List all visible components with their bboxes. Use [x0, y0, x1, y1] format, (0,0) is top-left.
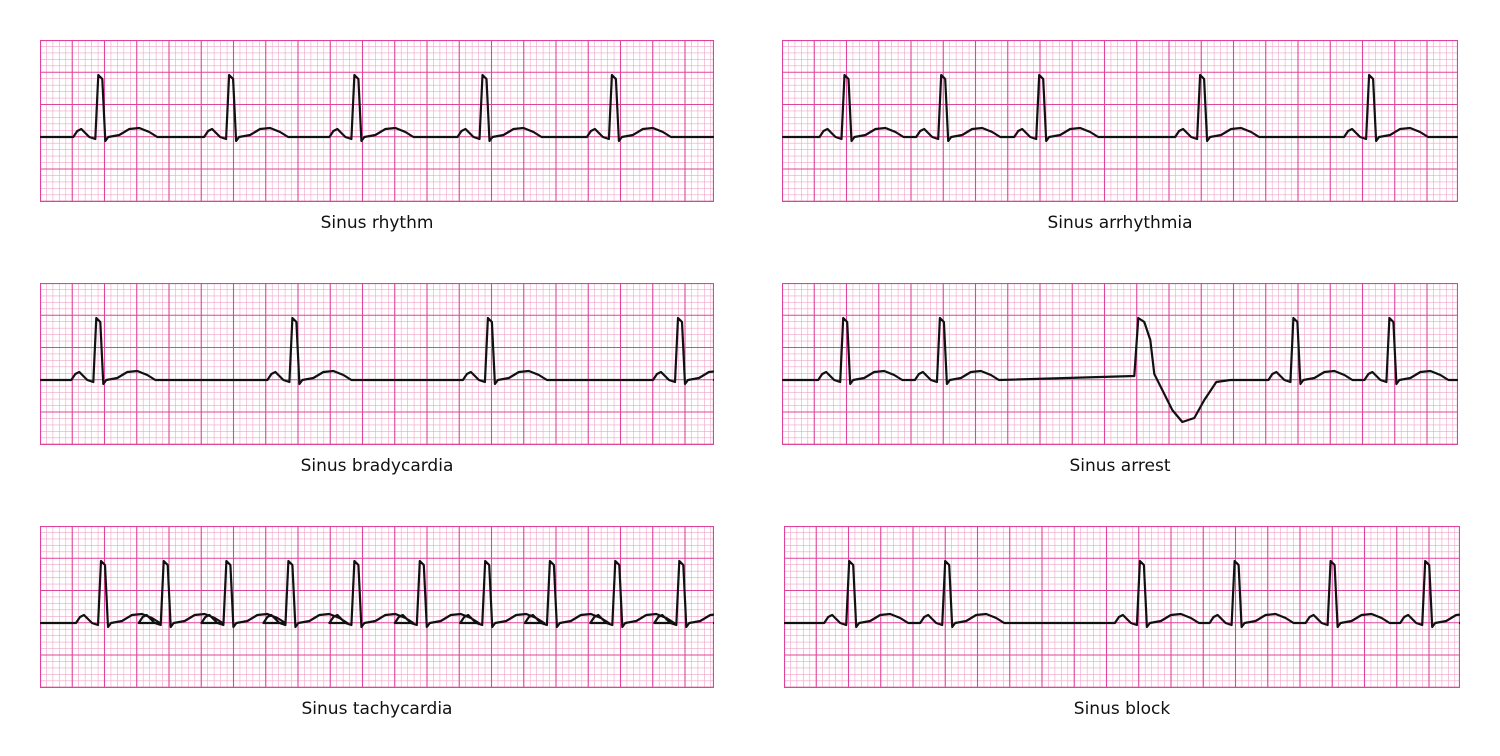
ecg-strip-sinus-arrest: Sinus arrest — [782, 283, 1458, 476]
strip-label: Sinus bradycardia — [300, 456, 454, 476]
ecg-strip-sinus-arrhythmia: Sinus arrhythmia — [782, 40, 1458, 233]
ecg-trace — [782, 73, 1458, 143]
ecg-grid-trace — [782, 283, 1458, 445]
strip-label: Sinus block — [1073, 699, 1171, 719]
ecg-strip-sinus-tachycardia: Sinus tachycardia — [40, 526, 714, 719]
ecg-strip-sinus-block: Sinus block — [784, 526, 1460, 719]
ecg-grid-trace — [782, 40, 1458, 202]
ecg-grid-trace — [40, 283, 714, 445]
ecg-grid-trace — [40, 526, 714, 688]
strip-label: Sinus arrest — [1069, 456, 1171, 476]
ecg-trace — [782, 316, 1458, 424]
ecg-strip-sinus-bradycardia: Sinus bradycardia — [40, 283, 714, 476]
strip-label: Sinus tachycardia — [301, 699, 453, 719]
strip-label: Sinus arrhythmia — [1047, 213, 1193, 233]
ecg-grid-trace — [40, 40, 714, 202]
ecg-trace — [40, 73, 714, 143]
ecg-trace — [40, 316, 714, 386]
ecg-trace — [784, 559, 1460, 629]
strip-label: Sinus rhythm — [320, 213, 434, 233]
ecg-trace — [40, 559, 714, 629]
ecg-strip-sinus-rhythm: Sinus rhythm — [40, 40, 714, 233]
ecg-grid-trace — [784, 526, 1460, 688]
